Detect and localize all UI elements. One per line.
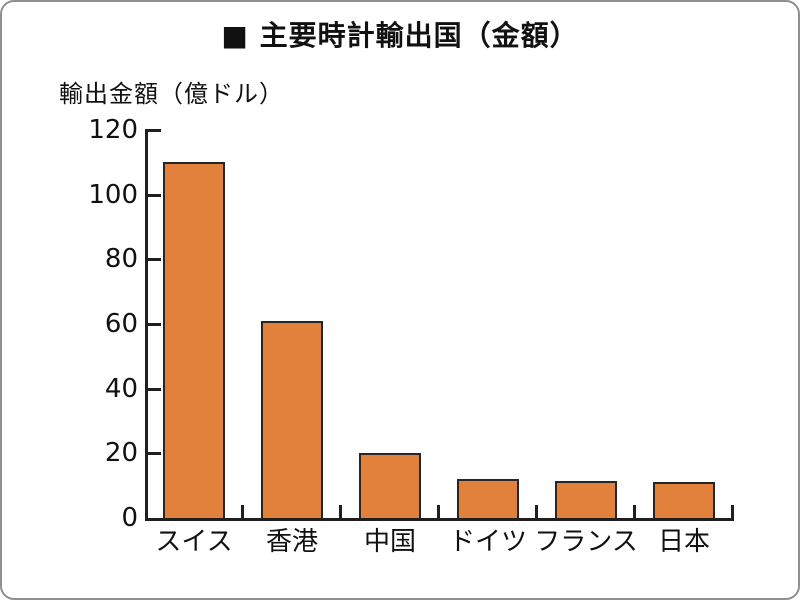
x-tick-1 bbox=[241, 505, 244, 521]
y-tick-40 bbox=[145, 388, 161, 391]
x-label-3: ドイツ bbox=[448, 527, 527, 557]
bar-5 bbox=[653, 482, 715, 521]
y-tick-80 bbox=[145, 258, 161, 261]
x-tick-3 bbox=[437, 505, 440, 521]
y-tick-label-0: 0 bbox=[121, 503, 138, 533]
y-tick-label-80: 80 bbox=[104, 244, 138, 274]
x-tick-4 bbox=[535, 505, 538, 521]
y-tick-60 bbox=[145, 323, 161, 326]
x-tick-6 bbox=[731, 505, 734, 521]
bar-3 bbox=[457, 479, 519, 521]
x-tick-5 bbox=[633, 505, 636, 521]
bar-2 bbox=[359, 453, 421, 521]
x-label-2: 中国 bbox=[363, 527, 416, 557]
y-tick-label-120: 120 bbox=[88, 115, 138, 145]
y-tick-100 bbox=[145, 194, 161, 197]
x-tick-2 bbox=[339, 505, 342, 521]
y-tick-20 bbox=[145, 452, 161, 455]
x-label-1: 香港 bbox=[265, 527, 318, 557]
y-tick-label-40: 40 bbox=[104, 374, 138, 404]
y-axis-label: 輸出金額（億ドル） bbox=[59, 80, 284, 108]
y-tick-120 bbox=[145, 129, 161, 132]
y-tick-label-100: 100 bbox=[88, 180, 138, 210]
y-tick-label-60: 60 bbox=[104, 309, 138, 339]
x-label-5: 日本 bbox=[657, 527, 710, 557]
bar-0 bbox=[163, 162, 225, 521]
x-label-0: スイス bbox=[155, 527, 233, 557]
bar-1 bbox=[261, 321, 323, 521]
y-tick-label-20: 20 bbox=[104, 438, 138, 468]
x-label-4: フランス bbox=[534, 527, 638, 557]
chart-title: ■ 主要時計輸出国（金額） bbox=[221, 19, 579, 52]
bar-4 bbox=[555, 481, 617, 521]
